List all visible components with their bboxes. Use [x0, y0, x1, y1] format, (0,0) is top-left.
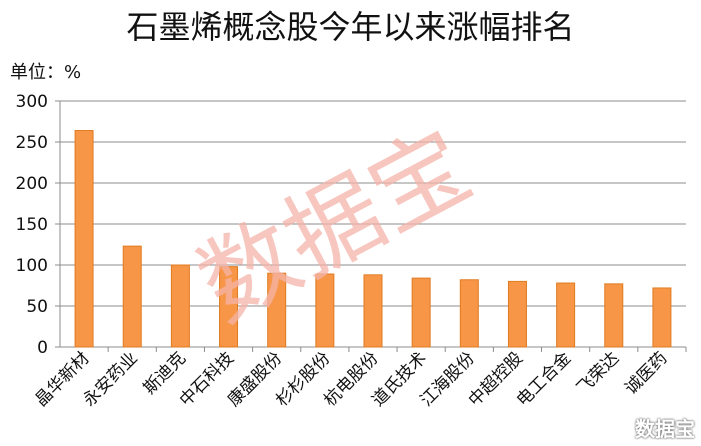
bar	[315, 273, 335, 348]
bar	[459, 279, 479, 348]
bar	[219, 266, 239, 348]
y-tick-label: 150	[16, 215, 48, 235]
y-tick-label: 0	[37, 338, 48, 358]
bar	[411, 277, 431, 348]
y-tick-label: 250	[16, 133, 48, 153]
x-tick-label: 永安药业	[80, 348, 142, 410]
bar	[604, 283, 624, 348]
y-tick-label: 50	[26, 297, 48, 317]
x-tick-labels: 晶华新材永安药业斯迪克中石科技康盛股份杉杉股份杭电股份道氏技术江海股份中超控股电…	[31, 348, 671, 410]
chart-title: 石墨烯概念股今年以来涨幅排名	[126, 8, 575, 46]
x-tick-label: 电工合金	[513, 348, 575, 410]
y-tick-label: 300	[16, 92, 48, 112]
y-tick-labels: 0 50 100 150 200 250 300	[16, 92, 48, 358]
bar	[122, 245, 142, 348]
bar	[652, 287, 672, 348]
logo-watermark: 数据宝	[635, 417, 695, 441]
bar	[556, 282, 576, 348]
y-tick-label: 200	[16, 174, 48, 194]
y-tick-label: 100	[16, 256, 48, 276]
bar	[74, 130, 94, 348]
watermark: 数据宝	[181, 109, 488, 343]
bar	[170, 264, 190, 348]
bar	[363, 274, 383, 348]
bar	[507, 280, 527, 348]
bar	[267, 272, 287, 348]
unit-label: 单位：%	[10, 62, 82, 83]
x-tick-label: 飞荣达	[573, 348, 623, 398]
bars	[74, 130, 672, 348]
x-tick-label: 诚医药	[621, 348, 671, 398]
